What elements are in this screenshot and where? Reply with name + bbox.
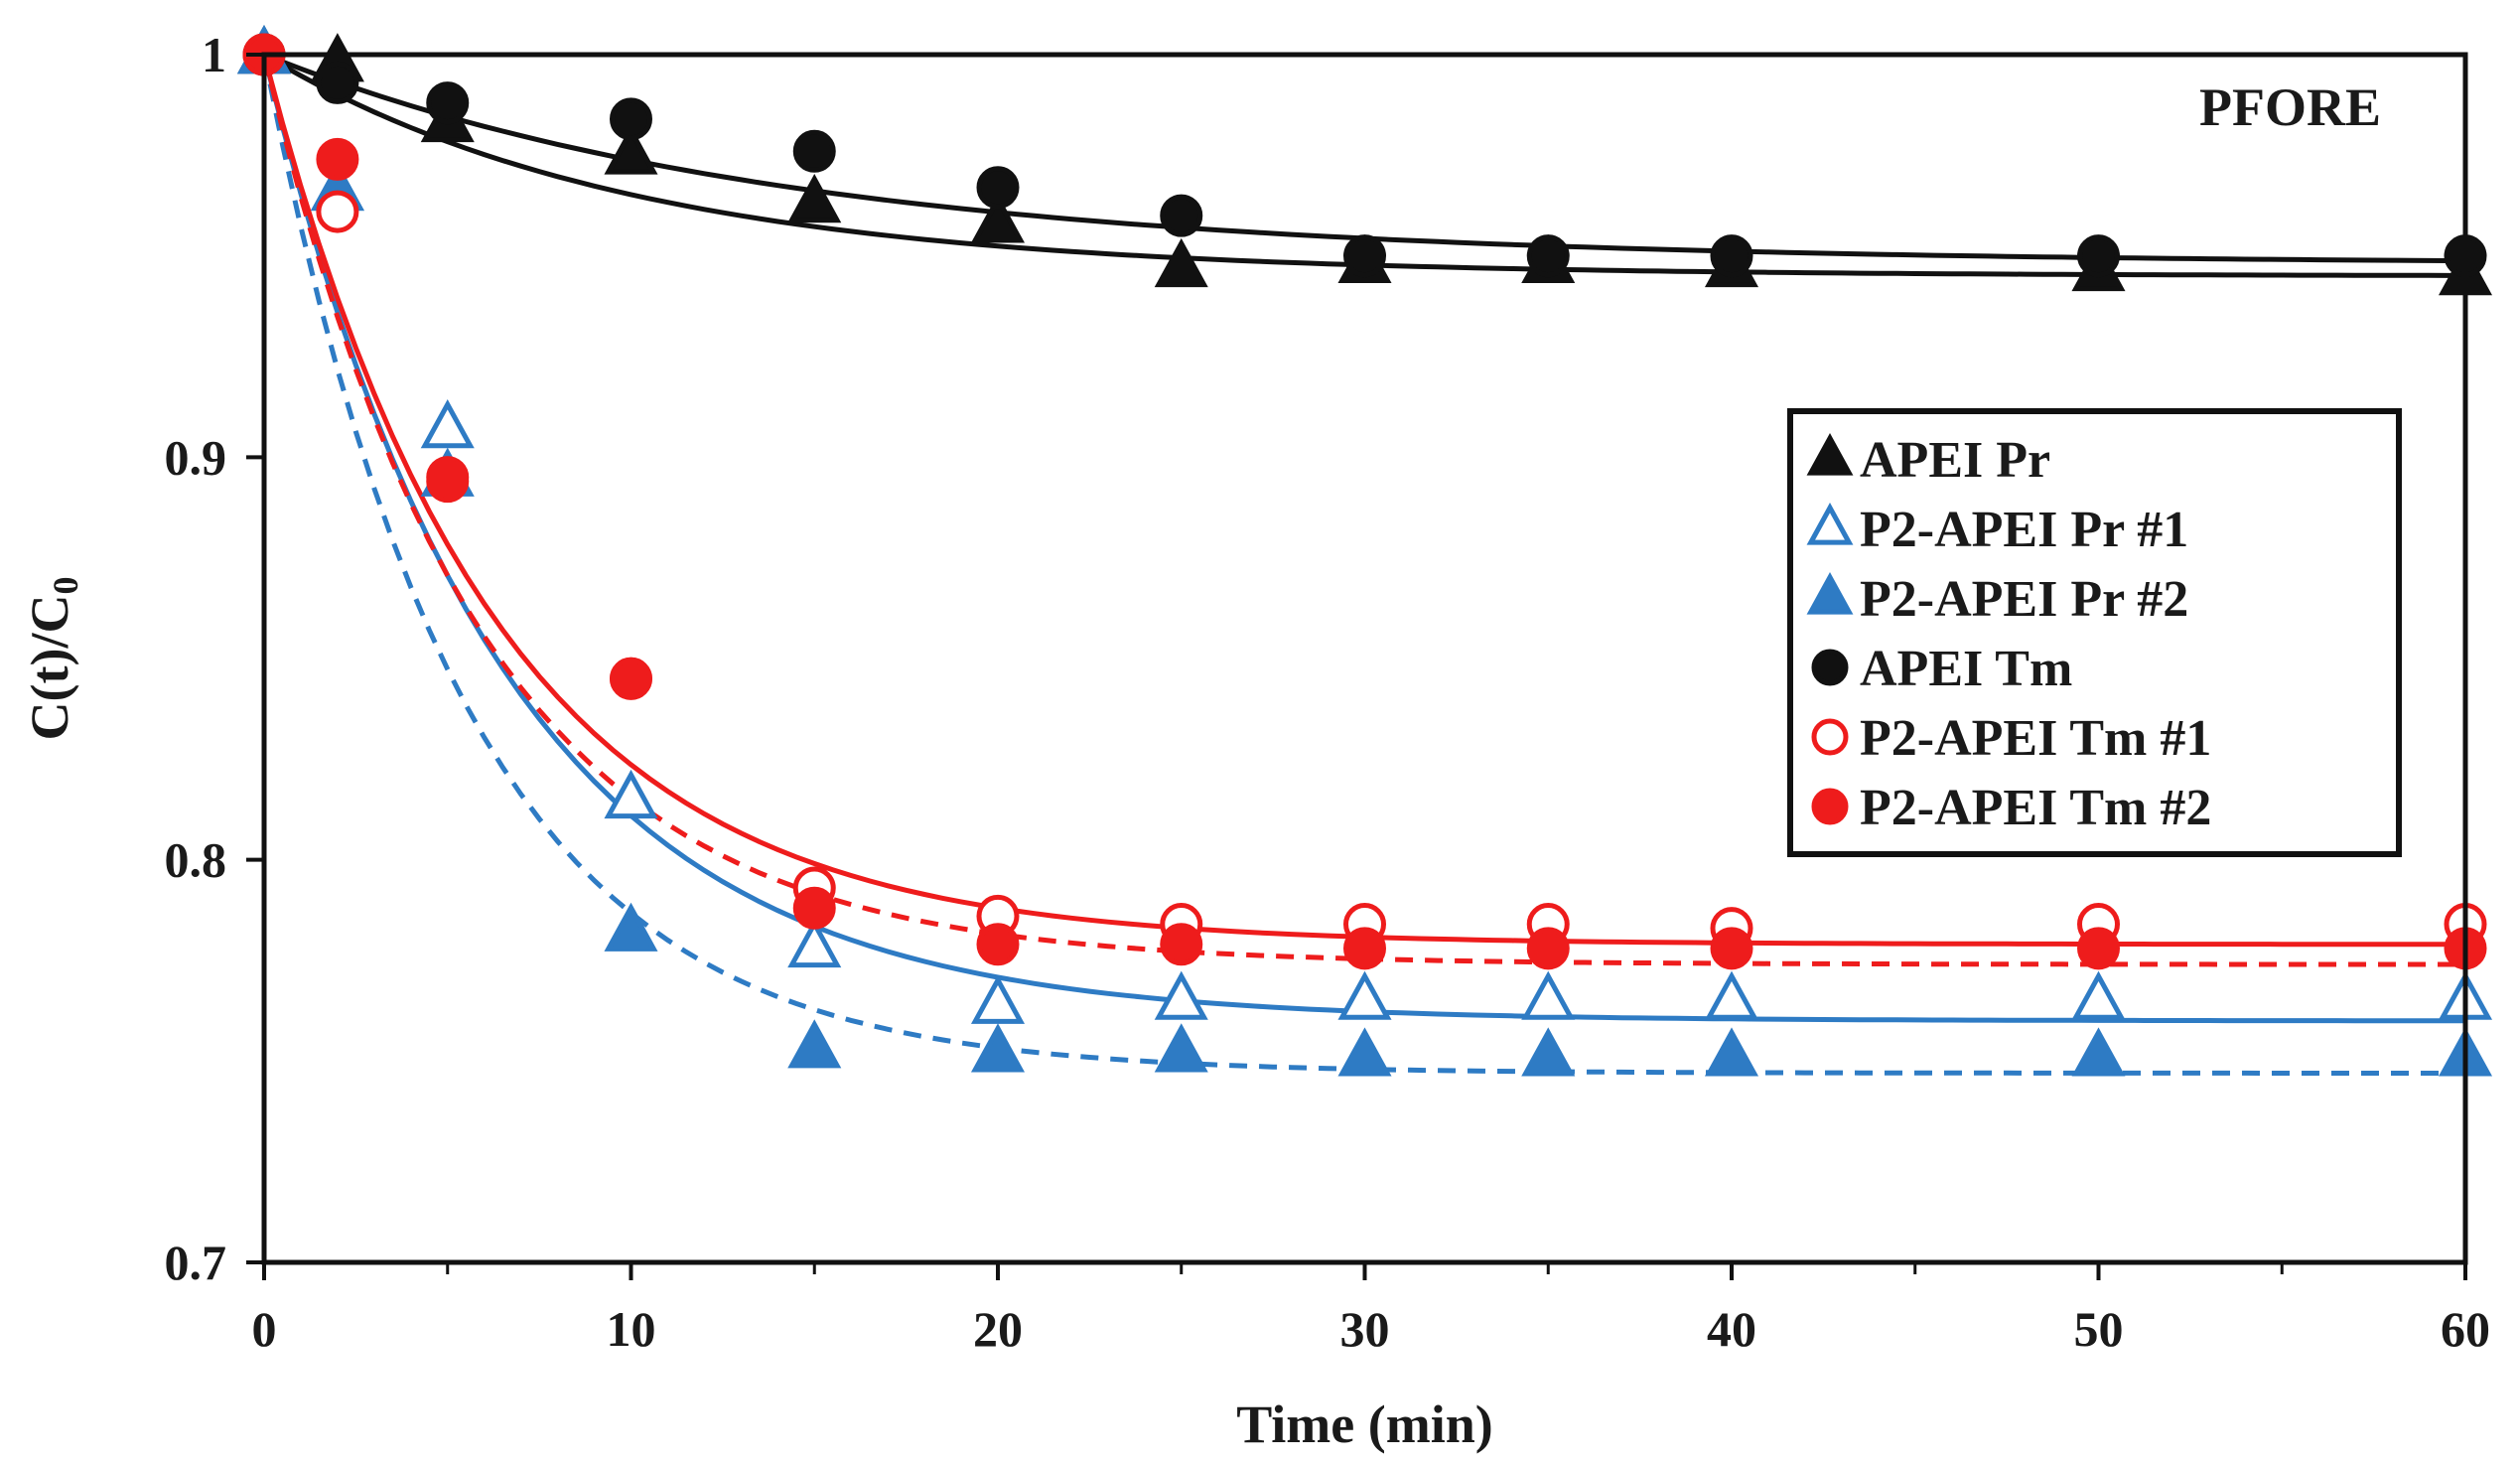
data-point xyxy=(792,129,836,173)
data-point xyxy=(610,97,652,141)
data-point xyxy=(1343,927,1386,970)
data-point xyxy=(1526,927,1570,970)
legend-item-p2-apei-tm-1: P2-APEI Tm #1 xyxy=(1811,710,2211,767)
data-point xyxy=(1160,923,1203,966)
legend-item-p2-apei-tm-2: P2-APEI Tm #2 xyxy=(1811,780,2211,836)
x-axis-title: Time (min) xyxy=(1236,1394,1492,1454)
legend-marker xyxy=(1806,502,1854,545)
data-point xyxy=(1154,970,1208,1020)
data-point xyxy=(970,974,1026,1024)
legend-item-apei-tm: APEI Tm xyxy=(1811,641,2072,697)
data-point xyxy=(2077,234,2120,278)
y-axis-title: C(t)/C0 xyxy=(20,577,85,741)
legend-label: APEI Tm xyxy=(1860,641,2072,697)
x-tick-label: 40 xyxy=(1707,1301,1756,1357)
legend-label: P2-APEI Tm #2 xyxy=(1860,780,2211,836)
axis-ticks: 0 10 20 30 40 50 60 0.7 0.8 0.9 1 xyxy=(165,27,2491,1357)
legend-label: P2-APEI Tm #1 xyxy=(1860,710,2211,767)
data-point xyxy=(2071,970,2126,1020)
data-point xyxy=(1343,234,1386,278)
legend-item-apei-pr: APEI Pr xyxy=(1806,432,2050,489)
legend-label: APEI Pr xyxy=(1860,432,2050,489)
y-axis-title-main: C(t)/C xyxy=(20,595,79,741)
data-point xyxy=(604,902,658,952)
x-tick-label: 60 xyxy=(2441,1301,2490,1357)
legend-box xyxy=(1787,408,2402,857)
chart-annotation: PFORE xyxy=(2199,77,2381,137)
y-tick-label: 1 xyxy=(202,27,226,82)
data-point xyxy=(970,1023,1026,1073)
data-point xyxy=(1337,1027,1392,1077)
legend-label: P2-APEI Pr #1 xyxy=(1860,502,2188,558)
series-p2-apei-pr-2 xyxy=(236,25,2493,1077)
data-point xyxy=(426,460,470,504)
data-point xyxy=(316,137,359,181)
fit-curve xyxy=(263,52,2466,264)
data-point xyxy=(792,886,836,930)
data-point xyxy=(1704,1027,1759,1077)
data-point xyxy=(420,399,475,449)
legend-items: APEI Pr P2-APEI Pr #1 P2-APEI Pr #2 APEI Tm… xyxy=(1806,432,2211,836)
data-point xyxy=(1160,194,1203,237)
data-point xyxy=(1710,927,1753,970)
legend-item-p2-apei-pr-2: P2-APEI Pr #2 xyxy=(1806,571,2188,628)
x-tick-label: 30 xyxy=(1340,1301,1390,1357)
legend-item-p2-apei-pr-1: P2-APEI Pr #1 xyxy=(1806,502,2188,558)
data-point xyxy=(1521,970,1576,1020)
legend-marker xyxy=(1806,571,1854,615)
data-point xyxy=(610,657,652,700)
data-point xyxy=(2071,1027,2126,1077)
data-point xyxy=(2077,927,2120,970)
data-point xyxy=(1154,1023,1208,1073)
x-tick-label: 0 xyxy=(252,1301,277,1357)
data-point xyxy=(970,194,1026,243)
data-point xyxy=(1526,234,1570,278)
legend: APEI Pr P2-APEI Pr #1 P2-APEI Pr #2 APEI Tm… xyxy=(1787,408,2402,857)
x-tick-label: 20 xyxy=(973,1301,1023,1357)
legend-marker xyxy=(1806,432,1854,476)
x-tick-label: 10 xyxy=(607,1301,656,1357)
data-point xyxy=(1337,970,1392,1020)
legend-marker xyxy=(1811,788,1849,825)
data-point xyxy=(316,190,359,233)
data-point xyxy=(604,125,658,175)
data-point xyxy=(604,769,658,819)
data-point xyxy=(976,923,1020,966)
data-point xyxy=(787,174,842,223)
data-point xyxy=(1710,234,1753,278)
y-tick-label: 0.9 xyxy=(165,429,227,485)
y-tick-label: 0.8 xyxy=(165,832,227,888)
y-tick-label: 0.7 xyxy=(165,1235,227,1290)
x-tick-label: 50 xyxy=(2074,1301,2124,1357)
data-point xyxy=(1521,1027,1576,1077)
data-point xyxy=(976,166,1020,210)
legend-marker xyxy=(1811,718,1849,756)
data-point xyxy=(316,61,359,104)
data-point xyxy=(787,918,842,968)
y-axis-title-subscript: 0 xyxy=(46,577,85,595)
data-point xyxy=(1154,237,1208,288)
series-apei-tm xyxy=(242,33,2487,278)
data-point xyxy=(426,81,470,125)
data-point xyxy=(787,1019,842,1069)
legend-label: P2-APEI Pr #2 xyxy=(1860,571,2188,628)
legend-marker xyxy=(1811,649,1849,686)
data-point xyxy=(1704,970,1759,1020)
